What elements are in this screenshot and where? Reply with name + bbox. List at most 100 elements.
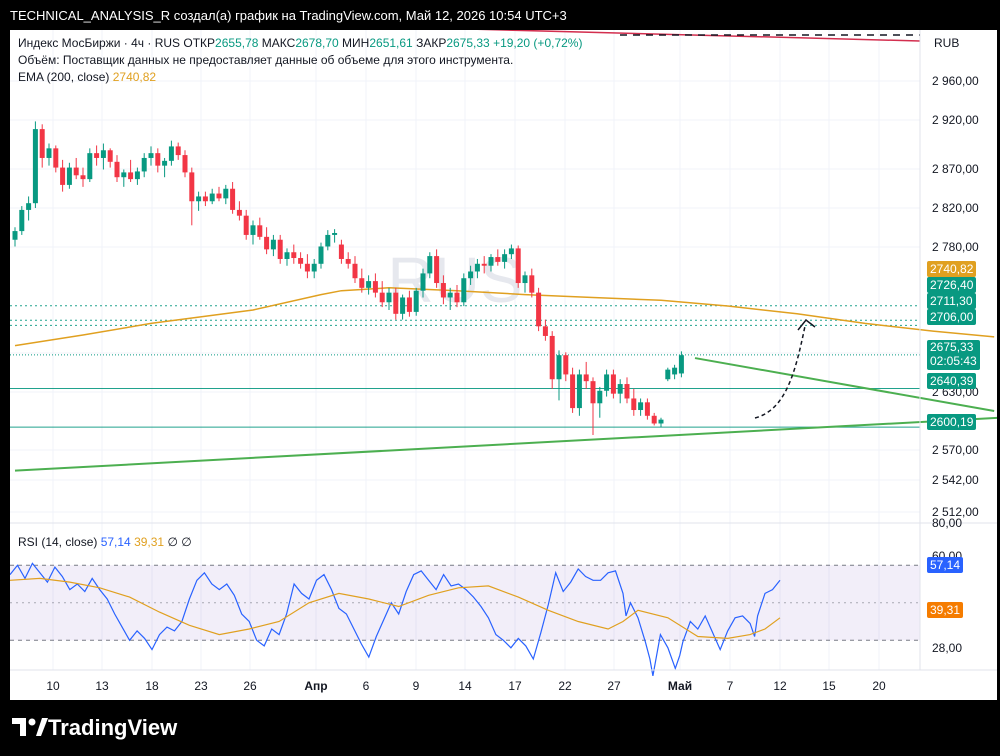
candle-body <box>556 355 562 380</box>
candle-body <box>26 203 32 210</box>
footer-brand[interactable]: TradingView <box>48 715 178 740</box>
candle-body <box>338 244 344 259</box>
price-chart[interactable]: RUS 2 960,002 920,002 870,002 820,002 78… <box>10 30 997 700</box>
candle-body <box>406 297 412 312</box>
open-label: ОТКР <box>183 36 216 50</box>
candle-body <box>182 155 188 173</box>
candle-body <box>678 355 684 374</box>
candle-body <box>366 281 372 288</box>
candle-body <box>549 335 555 380</box>
time-axis-tick: 14 <box>458 679 472 693</box>
candle-body <box>209 193 215 202</box>
time-axis-tick: Май <box>668 679 692 693</box>
trendline <box>694 357 995 412</box>
candle-body <box>53 148 59 168</box>
candle-body <box>644 402 650 416</box>
candle-body <box>202 196 208 202</box>
candle-body <box>495 257 501 262</box>
time-axis-tick: 27 <box>607 679 621 693</box>
candle-body <box>413 290 419 312</box>
candle-body <box>474 263 480 272</box>
ohlc-legend: Индекс МосБиржи · 4ч · RUS ОТКР2655,78 М… <box>18 36 582 50</box>
candle-body <box>427 256 433 274</box>
rsi-ma-value: 39,31 <box>134 535 165 549</box>
candle-body <box>638 402 644 411</box>
candle-body <box>243 215 249 235</box>
change-value: +19,20 (+0,72%) <box>493 36 583 50</box>
currency-label[interactable]: RUB <box>934 36 960 50</box>
candle-body <box>447 292 453 298</box>
ema-legend[interactable]: EMA (200, close) 2740,82 <box>18 70 156 84</box>
candle-body <box>107 150 113 162</box>
candle-body <box>311 263 317 272</box>
tradingview-logo-icon <box>12 718 48 736</box>
high-value: 2678,70 <box>295 36 339 50</box>
candle-body <box>345 258 351 264</box>
candle-body <box>304 263 310 272</box>
candle-body <box>481 263 487 266</box>
candle-body <box>46 148 52 158</box>
candle-body <box>257 225 263 237</box>
candle-body <box>230 188 236 210</box>
footer-bar: TradingView <box>0 700 1000 756</box>
candle-body <box>216 193 222 199</box>
ema-badge: 2740,82 <box>927 261 977 277</box>
rsi-axis-tick: 80,00 <box>932 516 962 530</box>
close-label: ЗАКР <box>416 36 447 50</box>
candle-body <box>223 188 229 199</box>
time-axis-tick: 13 <box>95 679 109 693</box>
candle-body <box>563 355 569 375</box>
level-badge-3: 2706,00 <box>927 309 977 325</box>
candle-body <box>250 225 256 235</box>
candle-body <box>352 263 358 279</box>
candle-body <box>19 209 25 232</box>
time-axis-tick: 20 <box>872 679 886 693</box>
candle-body <box>590 381 596 404</box>
candle-body <box>134 171 140 180</box>
candle-body <box>162 160 168 166</box>
time-axis-tick: 10 <box>46 679 60 693</box>
candle-body <box>631 398 637 411</box>
candle-body <box>32 129 38 204</box>
candle-body <box>597 390 603 404</box>
candle-body <box>624 384 630 399</box>
rsi-null-glyphs: ∅ ∅ <box>167 535 192 549</box>
candle-body <box>298 258 304 264</box>
candle-body <box>665 369 671 380</box>
price-axis-tick: 2 512,00 <box>932 505 979 519</box>
level-badge-2: 2711,30 <box>927 293 976 309</box>
rsi-value: 57,14 <box>100 535 131 549</box>
candle-body <box>128 172 134 180</box>
candle-body <box>461 278 467 303</box>
ema-200-line <box>14 287 995 347</box>
rsi-band-fill <box>10 565 920 641</box>
candle-body <box>264 236 270 250</box>
time-axis-tick: 23 <box>194 679 208 693</box>
price-badge-value: 2675,33 <box>930 340 974 354</box>
high-label: МАКС <box>261 36 296 50</box>
candle-body <box>502 254 508 262</box>
candle-body <box>379 292 385 303</box>
rsi-ma-line <box>10 577 781 640</box>
trendline <box>14 416 997 472</box>
level-badge-4: 2640,39 <box>927 373 977 389</box>
price-axis-tick: 2 960,00 <box>932 74 979 88</box>
rsi-line <box>10 562 781 677</box>
candle-body <box>73 167 79 176</box>
candle-body <box>94 153 100 158</box>
rsi-axis-tick: 28,00 <box>932 641 962 655</box>
candle-body <box>542 326 548 336</box>
candle-body <box>359 278 365 288</box>
price-axis-tick: 2 542,00 <box>932 473 979 487</box>
chart-panel[interactable]: RUS 2 960,00 2 920,00 2 870,00 2 820,00 2 78… <box>10 30 997 700</box>
close-value: 2675,33 <box>446 36 490 50</box>
rsi-legend[interactable]: RSI (14, close) 57,14 39,31 ∅ ∅ <box>18 535 192 549</box>
candle-body <box>141 157 147 172</box>
candle-body <box>400 297 406 314</box>
level-badge-5: 2600,19 <box>927 414 977 430</box>
candle-body <box>420 273 426 291</box>
candle-body <box>508 248 514 255</box>
price-badge: 2675,33 02:05:43 <box>927 340 980 370</box>
volume-note: Объём: Поставщик данных не предоставляет… <box>18 53 514 67</box>
candle-body <box>583 374 589 382</box>
